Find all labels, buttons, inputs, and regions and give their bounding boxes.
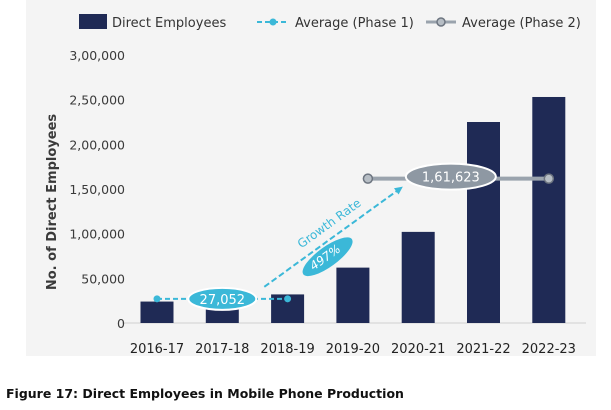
average-phase1-label: 27,052 <box>200 293 246 308</box>
average-phase1-marker <box>284 295 292 303</box>
average-phase2-marker <box>362 173 374 184</box>
average-phase2-marker <box>543 173 555 184</box>
y-tick-label: 2,50,000 <box>69 93 125 108</box>
average-phase2-label: 1,61,623 <box>422 171 480 186</box>
legend-marker-phase2 <box>436 17 446 27</box>
bar <box>140 301 174 323</box>
y-tick-label: 1,00,000 <box>69 227 125 242</box>
x-tick-label: 2016-17 <box>130 342 184 356</box>
bar <box>532 96 566 323</box>
growth-rate-bubble <box>302 237 353 277</box>
chart: 0 50,000 1,00,000 1,50,000 2,00,000 2,50,000 3… <box>45 14 586 356</box>
x-tick-label: 2019-20 <box>326 342 380 356</box>
x-tick-label: 2018-19 <box>260 342 314 356</box>
legend-swatch-direct-employees <box>79 14 107 29</box>
x-tick-label: 2021-22 <box>456 342 510 356</box>
average-phase1-marker <box>153 295 161 303</box>
y-tick-label: 0 <box>117 316 125 331</box>
y-tick-label: 1,50,000 <box>69 182 125 197</box>
average-phase1-bubble <box>187 286 258 311</box>
bar <box>467 122 500 323</box>
bar <box>336 267 370 323</box>
y-tick-label: 50,000 <box>81 271 125 286</box>
average-phase2-bubble <box>404 162 497 191</box>
chart-panel: 0 50,000 1,00,000 1,50,000 2,00,000 2,50,000 3… <box>26 0 596 356</box>
y-tick-label: 2,00,000 <box>69 137 125 152</box>
growth-arrow-head <box>393 186 403 195</box>
x-tick-label: 2017-18 <box>195 342 249 356</box>
figure-caption: Figure 17: Direct Employees in Mobile Ph… <box>6 386 404 401</box>
legend-label: Average (Phase 2) <box>462 16 581 31</box>
y-tick-label: 3,00,000 <box>69 48 125 63</box>
bar <box>401 231 435 323</box>
legend-marker-phase1 <box>269 18 277 26</box>
bar <box>205 307 239 323</box>
legend-label: Direct Employees <box>112 16 226 31</box>
growth-arrow-line <box>263 185 404 288</box>
x-tick-label: 2022-23 <box>522 342 576 356</box>
legend-label: Average (Phase 1) <box>295 16 414 31</box>
y-axis-title: No. of Direct Employees <box>45 114 60 291</box>
x-tick-label: 2020-21 <box>391 342 445 356</box>
